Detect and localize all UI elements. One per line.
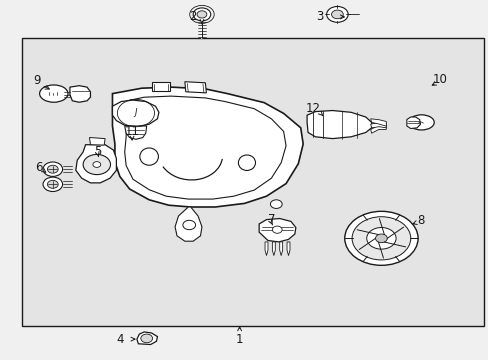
Polygon shape [175,207,202,241]
Text: 1: 1 [235,333,243,346]
Circle shape [43,177,62,192]
Polygon shape [89,138,105,145]
Text: 11: 11 [124,125,139,138]
Text: 4: 4 [116,333,123,346]
Circle shape [193,8,210,21]
Circle shape [183,220,195,230]
Circle shape [272,226,282,233]
Text: J: J [134,108,137,117]
Circle shape [344,211,417,265]
Polygon shape [272,242,275,256]
Polygon shape [70,86,90,102]
Polygon shape [264,242,267,256]
Polygon shape [124,126,146,139]
Polygon shape [184,82,206,93]
Circle shape [93,162,101,167]
Text: 7: 7 [267,213,275,226]
Text: 8: 8 [416,214,424,227]
Polygon shape [137,332,157,345]
Text: 12: 12 [305,102,320,114]
Text: 3: 3 [316,10,324,23]
Text: 10: 10 [432,73,447,86]
Circle shape [47,165,58,173]
Polygon shape [112,87,303,207]
Polygon shape [406,117,420,129]
Polygon shape [286,242,289,256]
Bar [22,38,483,326]
Text: 6: 6 [35,161,43,174]
Ellipse shape [140,148,158,165]
Circle shape [351,217,410,260]
Circle shape [331,10,343,19]
Polygon shape [370,119,386,126]
Circle shape [141,334,152,343]
Ellipse shape [40,85,68,102]
Circle shape [47,180,58,188]
Circle shape [366,228,395,249]
Polygon shape [124,96,285,199]
Ellipse shape [408,115,433,130]
Circle shape [270,200,282,208]
Polygon shape [306,111,371,139]
Polygon shape [259,219,295,242]
Polygon shape [151,82,170,91]
Circle shape [43,162,62,176]
Circle shape [197,11,206,18]
Circle shape [83,154,110,175]
Polygon shape [279,242,282,256]
Text: 5: 5 [94,145,102,158]
Polygon shape [112,100,159,127]
Ellipse shape [238,155,255,171]
Text: 2: 2 [189,10,197,23]
Text: 9: 9 [33,75,41,87]
Circle shape [375,234,386,243]
Polygon shape [370,122,386,128]
Polygon shape [76,145,116,183]
Polygon shape [370,125,386,133]
Circle shape [326,6,347,22]
